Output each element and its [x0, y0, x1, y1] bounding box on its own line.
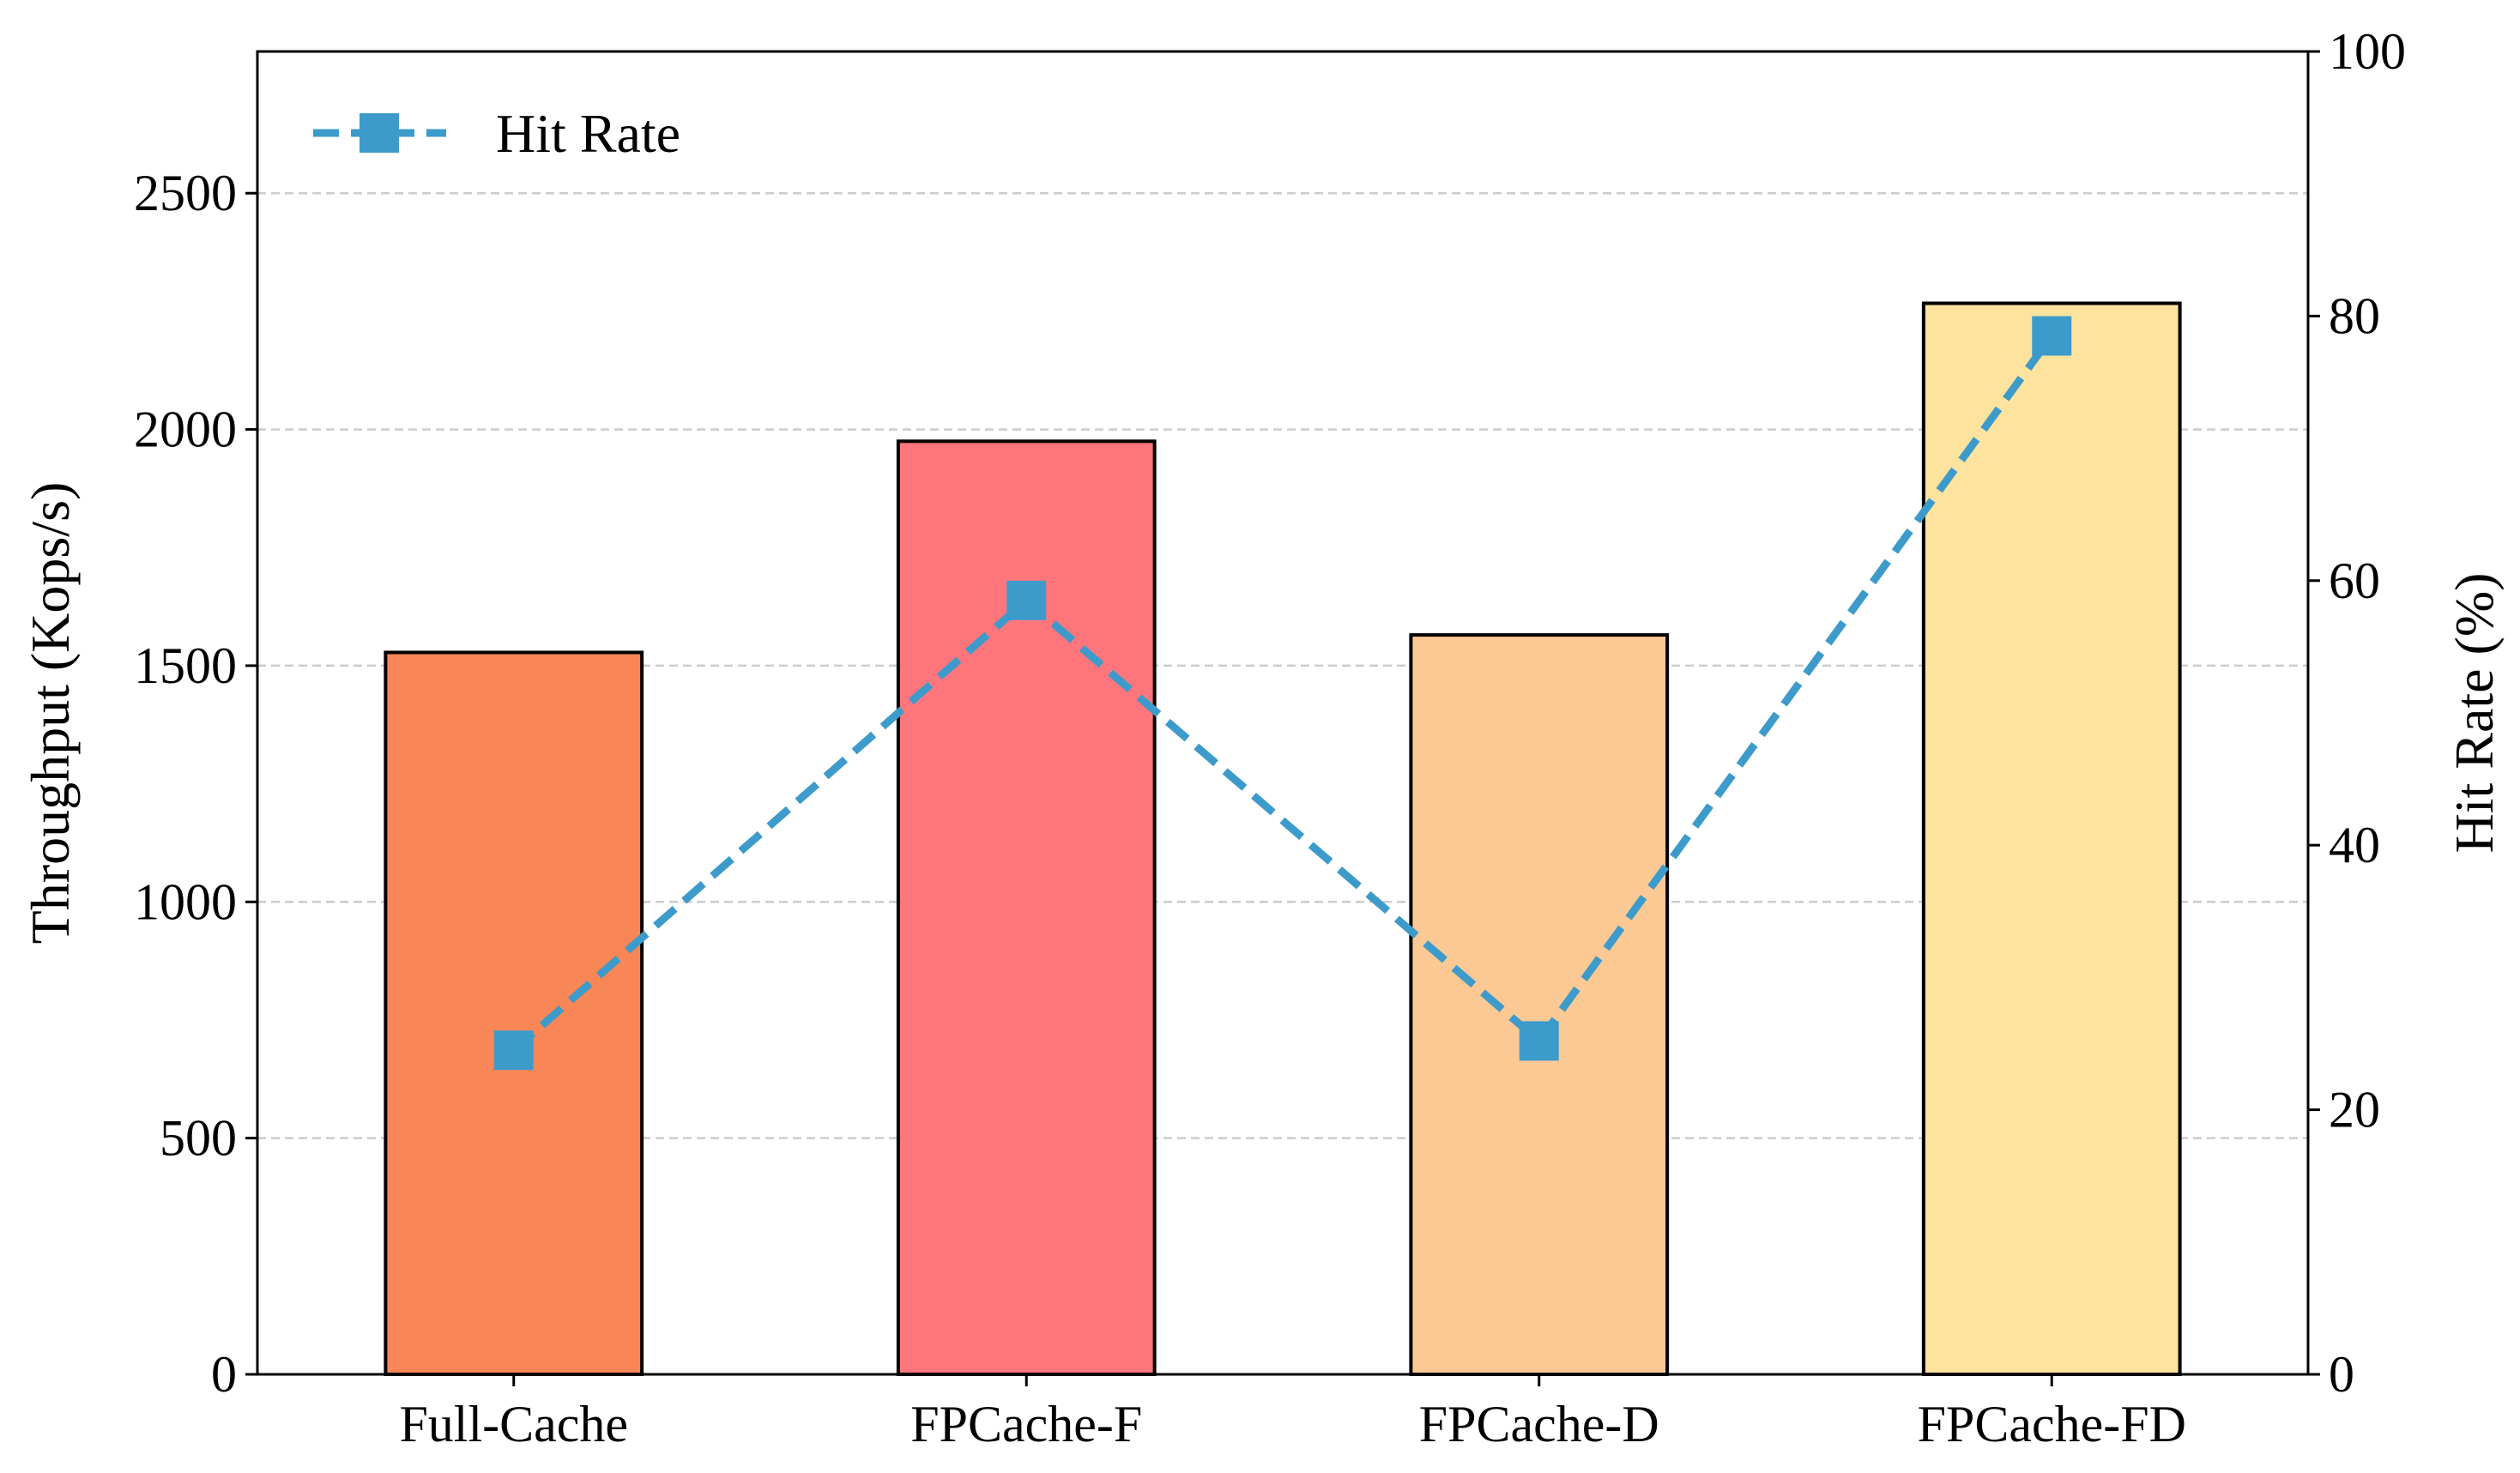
y2-tick-label: 100: [2329, 23, 2406, 80]
x-tick-label: FPCache-D: [1419, 1396, 1659, 1452]
y2-tick-label: 0: [2329, 1346, 2354, 1403]
x-tick-label: Full-Cache: [399, 1396, 628, 1452]
hit-rate-point: [1519, 1021, 1559, 1061]
hit-rate-polyline: [511, 333, 2055, 1053]
y-tick-label: 0: [211, 1346, 237, 1403]
legend-marker: [360, 113, 399, 153]
y2-axis-title: Hit Rate (%): [2444, 573, 2505, 854]
y-axis-title: Throughput (Kops/s): [20, 482, 81, 945]
hit-rate-point: [1006, 580, 1047, 620]
bar-fpcache-fd: [1921, 301, 2182, 1376]
y-tick-label: 2000: [134, 401, 237, 458]
bar-fpcache-f: [896, 439, 1157, 1377]
bars: [384, 301, 2182, 1377]
y2-tick-label: 20: [2329, 1082, 2380, 1138]
y2-tick-label: 80: [2329, 287, 2380, 344]
x-tick-label: FPCache-FD: [1918, 1396, 2186, 1452]
y2-tick-label: 40: [2329, 817, 2380, 873]
legend-label: Hit Rate: [496, 103, 680, 164]
y2-tick-label: 60: [2329, 552, 2380, 609]
y-tick-label: 1000: [134, 873, 237, 930]
hit-rate-point: [493, 1030, 534, 1071]
hit-rate-line: [493, 316, 2072, 1071]
legend: Hit Rate: [313, 103, 680, 164]
bar-fpcache-d: [1409, 633, 1670, 1376]
plot-frame: [256, 50, 2310, 1376]
left-axis-ticks: 0 500 1000 1500 2000 2500: [134, 165, 257, 1403]
hit-rate-point: [2032, 316, 2072, 356]
x-axis-ticks: Full-Cache FPCache-F FPCache-D FPCache-FD: [399, 1374, 2186, 1452]
y-tick-label: 1500: [134, 637, 237, 694]
bar-full-cache: [384, 650, 644, 1376]
y-tick-label: 2500: [134, 165, 237, 221]
right-axis-ticks: 0 20 40 60 80 100: [2308, 23, 2406, 1403]
y-tick-label: 500: [160, 1110, 237, 1167]
x-tick-label: FPCache-F: [910, 1396, 1142, 1452]
